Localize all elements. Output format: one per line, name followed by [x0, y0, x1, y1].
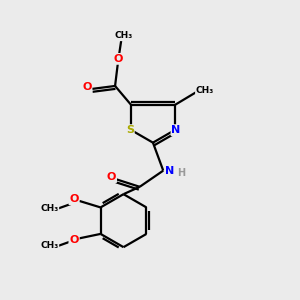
Text: O: O: [69, 235, 79, 244]
Text: H: H: [177, 168, 185, 178]
Text: CH₃: CH₃: [40, 241, 58, 250]
Text: O: O: [114, 54, 123, 64]
Text: N: N: [172, 125, 181, 135]
Text: O: O: [107, 172, 116, 182]
Text: O: O: [82, 82, 92, 92]
Text: CH₃: CH₃: [115, 32, 133, 40]
Text: CH₃: CH₃: [196, 86, 214, 95]
Text: CH₃: CH₃: [40, 204, 58, 213]
Text: S: S: [126, 125, 134, 135]
Text: N: N: [165, 166, 174, 176]
Text: O: O: [69, 194, 79, 204]
